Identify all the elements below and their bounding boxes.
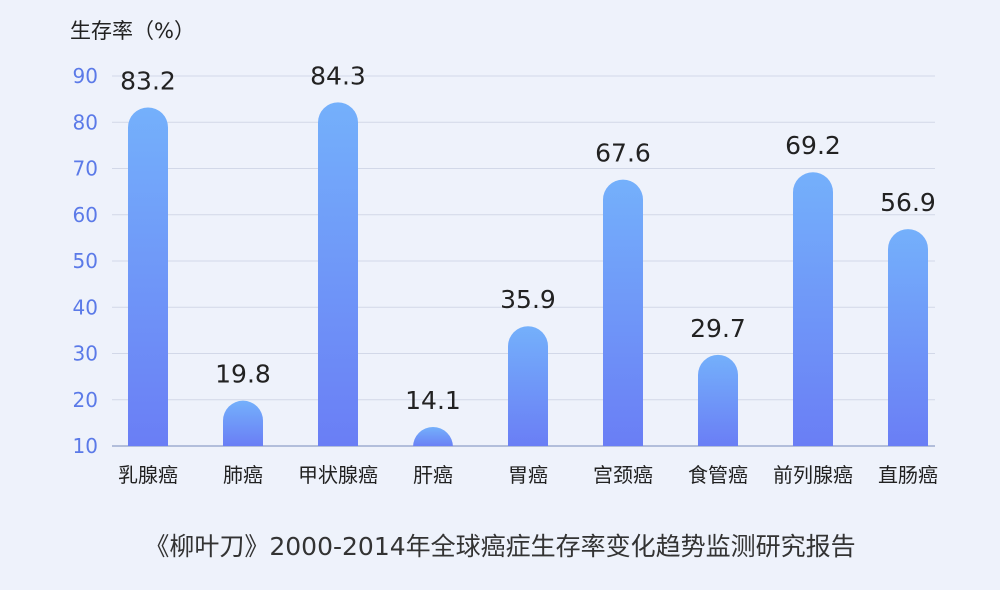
bar <box>603 179 643 446</box>
y-tick-label: 60 <box>73 203 98 227</box>
bar <box>888 229 928 446</box>
y-tick-label: 10 <box>73 434 98 458</box>
y-axis-ticks: 10 20 30 40 50 60 70 80 90 <box>73 64 98 458</box>
bar <box>793 172 833 446</box>
y-tick-label: 90 <box>73 64 98 88</box>
bar <box>508 326 548 446</box>
y-tick-label: 80 <box>73 110 98 134</box>
bar-value-label: 83.2 <box>120 66 176 95</box>
x-tick-label: 直肠癌 <box>878 463 938 487</box>
bar-value-label: 67.6 <box>595 139 651 168</box>
x-tick-label: 胃癌 <box>508 463 548 487</box>
x-tick-label: 食管癌 <box>688 463 748 487</box>
y-tick-label: 70 <box>73 157 98 181</box>
bar-value-label: 19.8 <box>215 360 271 389</box>
x-tick-label: 甲状腺癌 <box>298 463 378 487</box>
bar <box>223 400 263 446</box>
x-tick-label: 乳腺癌 <box>118 463 178 487</box>
data-labels: 83.2 19.8 84.3 14.1 35.9 67.6 29.7 69.2 56.9 <box>120 61 936 415</box>
y-tick-label: 30 <box>73 342 98 366</box>
bar-value-label: 69.2 <box>785 131 841 160</box>
x-axis-ticks: 乳腺癌 肺癌 甲状腺癌 肝癌 胃癌 宫颈癌 食管癌 前列腺癌 直肠癌 <box>118 463 938 487</box>
gridlines <box>112 75 935 447</box>
x-tick-label: 肺癌 <box>223 463 263 487</box>
bars <box>128 102 928 448</box>
y-tick-label: 20 <box>73 388 98 412</box>
bar <box>128 107 168 446</box>
x-tick-label: 肝癌 <box>413 463 453 487</box>
x-tick-label: 前列腺癌 <box>773 463 853 487</box>
bar-value-label: 14.1 <box>405 386 461 415</box>
bar <box>698 354 738 446</box>
bar <box>318 102 358 446</box>
y-tick-label: 40 <box>73 295 98 319</box>
chart-caption: 《柳叶刀》2000-2014年全球癌症生存率变化趋势监测研究报告 <box>144 532 855 561</box>
y-tick-label: 50 <box>73 249 98 273</box>
bar-value-label: 56.9 <box>880 188 936 217</box>
bar-value-label: 35.9 <box>500 285 556 314</box>
bar <box>413 427 453 448</box>
bar-value-label: 84.3 <box>310 61 366 90</box>
x-tick-label: 宫颈癌 <box>593 463 653 487</box>
y-axis-label: 生存率（%） <box>70 19 195 43</box>
bar-value-label: 29.7 <box>690 314 746 343</box>
